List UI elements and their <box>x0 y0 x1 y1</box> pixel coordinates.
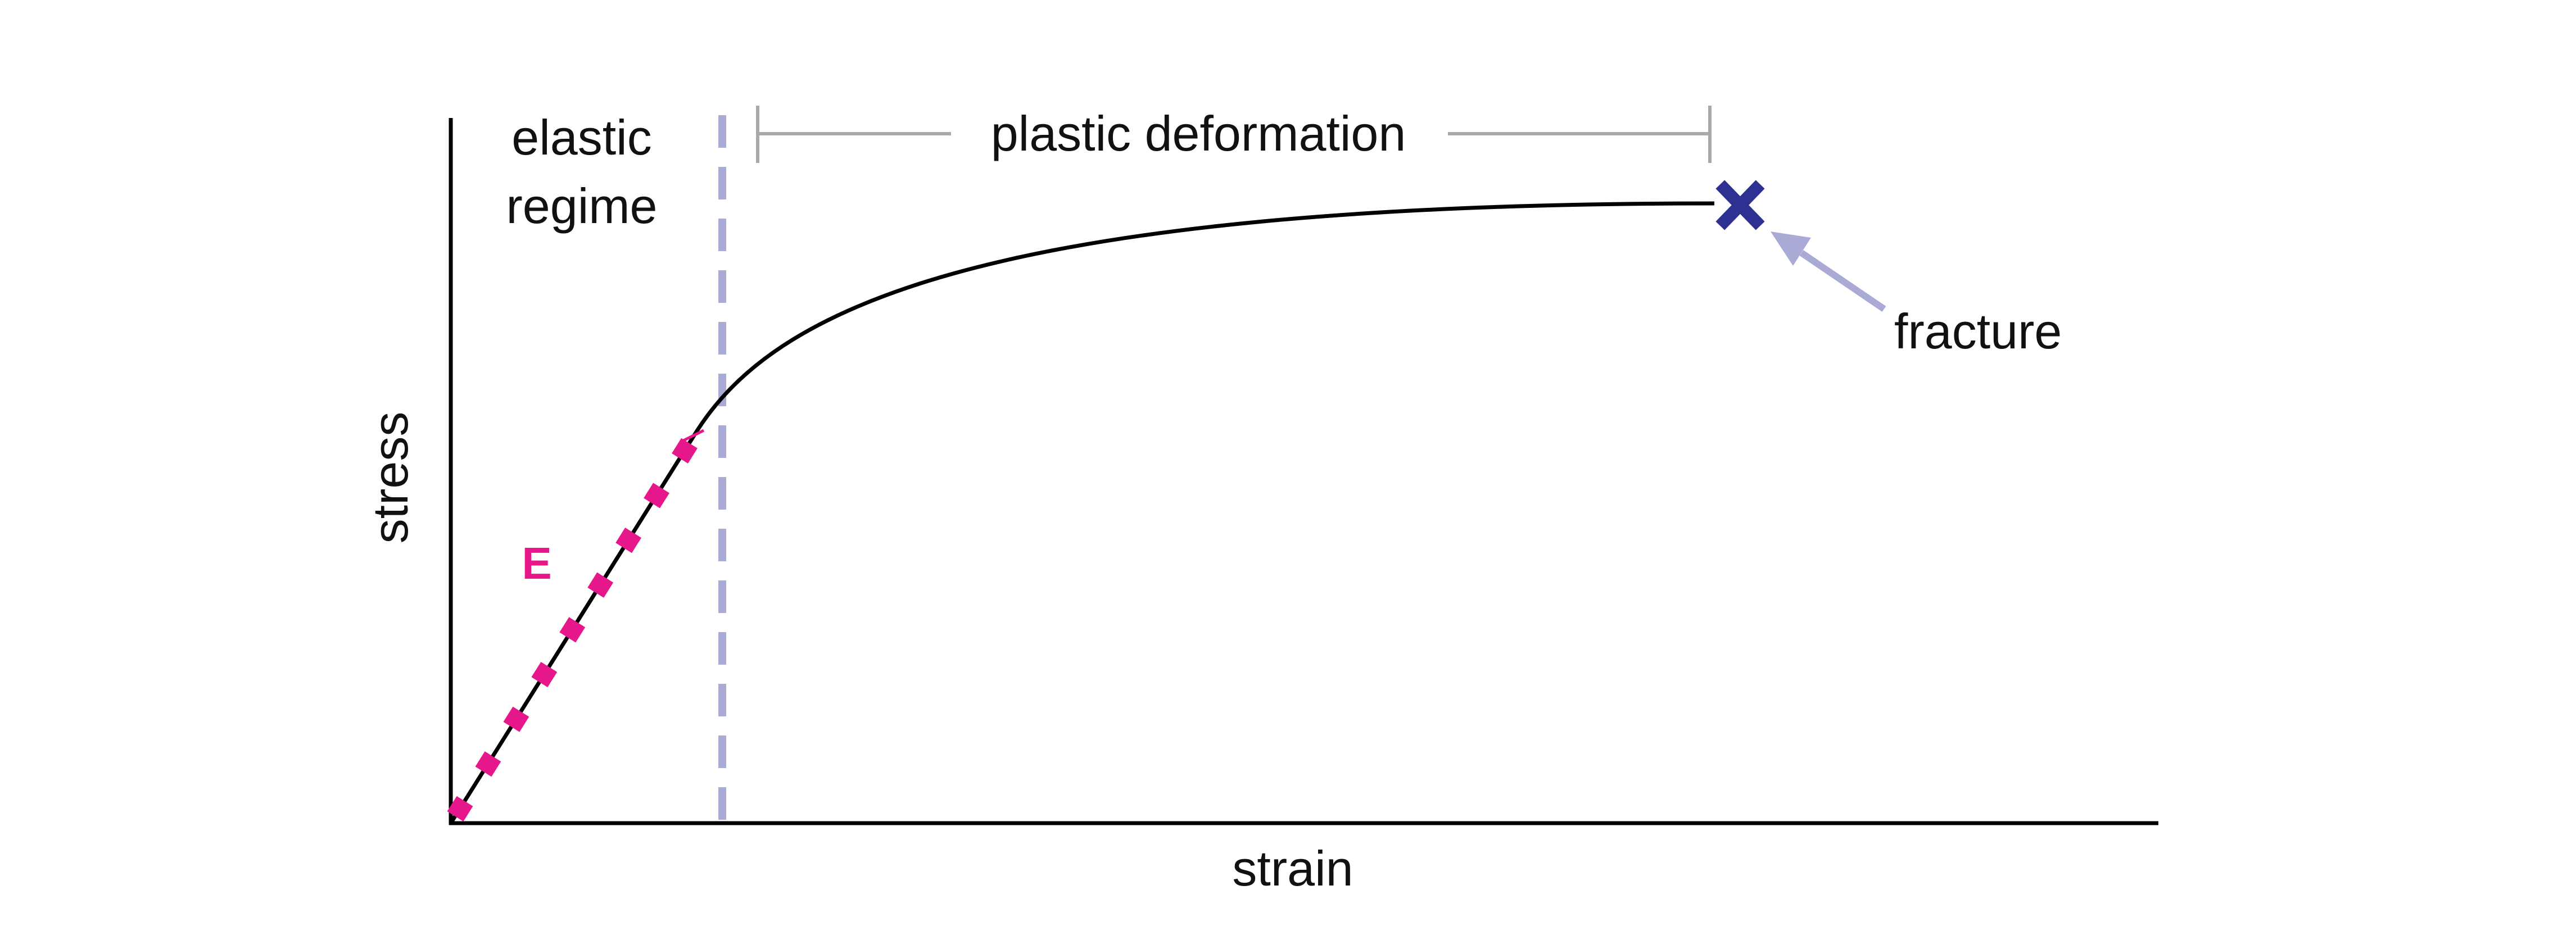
stress-strain-curve <box>449 201 1715 824</box>
arrow-icon <box>1771 231 1886 312</box>
plastic-bracket <box>756 106 1712 163</box>
x-mark-icon <box>1715 180 1765 230</box>
y-axis-label: stress <box>363 412 418 544</box>
modulus-slope-line <box>447 433 701 822</box>
elastic-label-line1: elastic <box>511 110 651 165</box>
x-axis-label: strain <box>1232 841 1353 896</box>
modulus-slope-end-tick <box>682 429 705 442</box>
elastic-label-line2: regime <box>506 178 658 234</box>
modulus-label: E <box>522 538 551 588</box>
fracture-label: fracture <box>1894 303 2062 359</box>
plastic-label: plastic deformation <box>991 106 1406 161</box>
